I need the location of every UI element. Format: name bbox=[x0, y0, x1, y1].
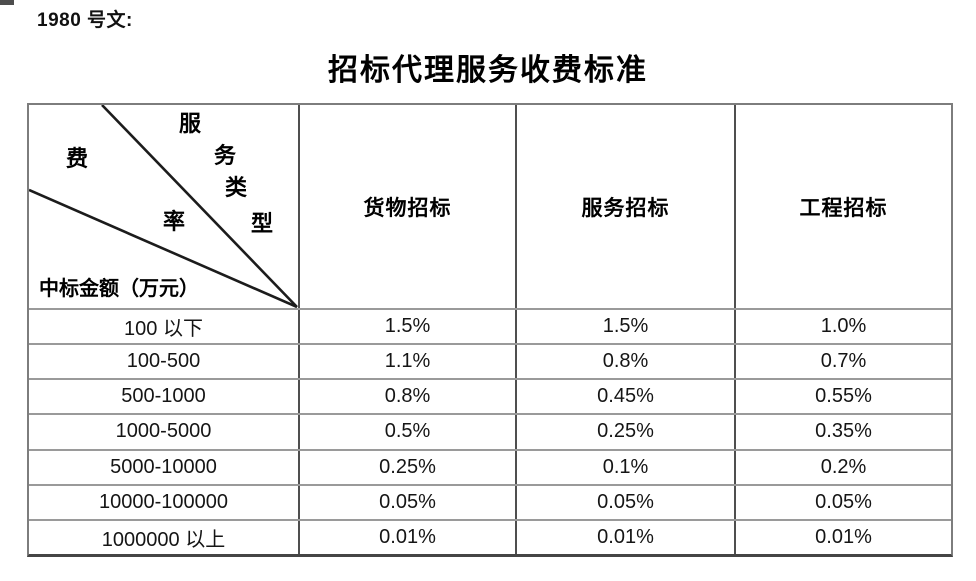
rate-project: 0.7% bbox=[734, 345, 951, 379]
corner-label-service-char-3: 类 bbox=[225, 175, 248, 200]
rate-service: 0.01% bbox=[515, 520, 734, 554]
rate-project: 0.55% bbox=[734, 380, 951, 414]
amount-range: 100 以下 bbox=[124, 318, 203, 341]
amount-range: 500-1000 bbox=[121, 385, 206, 408]
rate-project: 1.0% bbox=[734, 310, 951, 344]
table-row: 500-1000 0.8% 0.45% 0.55% bbox=[29, 378, 951, 414]
rate-project: 0.05% bbox=[734, 485, 951, 519]
rate-service: 1.5% bbox=[515, 310, 734, 344]
diagonal-lines bbox=[29, 105, 298, 308]
page-title: 招标代理服务收费标准 bbox=[328, 54, 648, 87]
rate-goods: 0.05% bbox=[298, 485, 515, 519]
rate-service: 0.45% bbox=[515, 380, 734, 414]
corner-label-rate-char: 率 bbox=[163, 209, 186, 234]
rate-goods: 0.5% bbox=[298, 415, 515, 449]
corner-label-amount: 中标金额（万元） bbox=[39, 278, 199, 300]
table-row: 100-500 1.1% 0.8% 0.7% bbox=[29, 343, 951, 379]
rate-project: 0.2% bbox=[734, 450, 951, 484]
rate-service: 0.25% bbox=[515, 415, 734, 449]
table-row: 1000-5000 0.5% 0.25% 0.35% bbox=[29, 413, 951, 449]
corner-label-fee-char: 费 bbox=[66, 146, 89, 171]
corner-label-service-char-4: 型 bbox=[251, 211, 274, 236]
rate-goods: 1.1% bbox=[298, 345, 515, 379]
rate-goods: 0.25% bbox=[298, 450, 515, 484]
rate-goods: 0.01% bbox=[298, 520, 515, 554]
rate-service: 0.8% bbox=[515, 345, 734, 379]
corner-label-service-char-1: 服 bbox=[179, 111, 202, 136]
document-number-label: 1980 号文: bbox=[37, 10, 133, 31]
rate-goods: 1.5% bbox=[298, 310, 515, 344]
corner-label-service-char-2: 务 bbox=[214, 143, 237, 168]
table-header-row: 费 率 服 务 类 型 中标金额（万元） 货物招标 服务招标 工程招标 bbox=[29, 105, 951, 308]
column-header-goods: 货物招标 bbox=[298, 105, 515, 308]
amount-range: 5000-10000 bbox=[110, 455, 217, 478]
rate-service: 0.1% bbox=[515, 450, 734, 484]
rate-service: 0.05% bbox=[515, 485, 734, 519]
rate-goods: 0.8% bbox=[298, 380, 515, 414]
scan-artifact bbox=[0, 0, 14, 5]
amount-range: 100-500 bbox=[126, 350, 201, 373]
amount-range: 10000-100000 bbox=[98, 490, 228, 513]
fee-standard-table: 费 率 服 务 类 型 中标金额（万元） 货物招标 服务招标 工程招标 100 … bbox=[27, 103, 953, 557]
table-row: 5000-10000 0.25% 0.1% 0.2% bbox=[29, 448, 951, 484]
amount-range: 1000000 以上 bbox=[101, 528, 226, 551]
column-header-project: 工程招标 bbox=[734, 105, 951, 308]
diagonal-corner-cell: 费 率 服 务 类 型 中标金额（万元） bbox=[29, 105, 298, 308]
rate-project: 0.01% bbox=[734, 520, 951, 554]
table-row: 1000000 以上 0.01% 0.01% 0.01% bbox=[29, 518, 951, 554]
amount-range: 1000-5000 bbox=[115, 420, 212, 443]
column-header-service: 服务招标 bbox=[515, 105, 734, 308]
table-row: 10000-100000 0.05% 0.05% 0.05% bbox=[29, 483, 951, 519]
table-row: 100 以下 1.5% 1.5% 1.0% bbox=[29, 308, 951, 344]
rate-project: 0.35% bbox=[734, 415, 951, 449]
